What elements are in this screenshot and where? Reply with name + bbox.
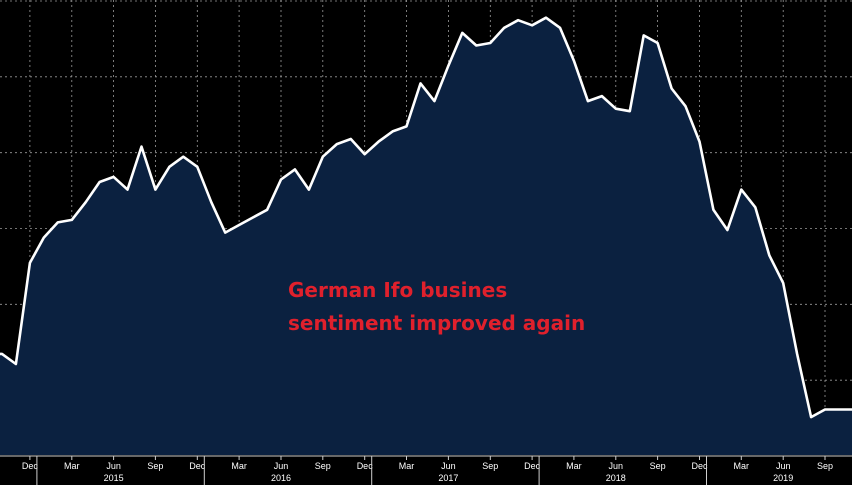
x-year-label: 2017: [438, 473, 458, 483]
x-tick-label: Dec: [357, 461, 374, 471]
x-tick-label: Sep: [482, 461, 498, 471]
x-year-label: 2019: [773, 473, 793, 483]
x-tick-label: Sep: [315, 461, 331, 471]
x-year-label: 2016: [271, 473, 291, 483]
annotation: German Ifo busines sentiment improved ag…: [288, 278, 585, 335]
x-tick-label: Dec: [189, 461, 206, 471]
x-tick-label: Mar: [734, 461, 750, 471]
x-tick-label: Jun: [776, 461, 791, 471]
x-tick-label: Jun: [441, 461, 456, 471]
x-tick-label: Sep: [817, 461, 833, 471]
x-tick-label: Mar: [64, 461, 80, 471]
x-year-label: 2018: [606, 473, 626, 483]
x-tick-label: Dec: [22, 461, 39, 471]
x-axis: Dec Mar Jun Sep Dec Mar Jun Sep Dec Mar Jun Sep Dec M…: [0, 455, 852, 485]
x-tick-label: Jun: [274, 461, 289, 471]
x-tick-label: Mar: [399, 461, 415, 471]
x-tick-label: Sep: [650, 461, 666, 471]
x-year-label: 2015: [104, 473, 124, 483]
x-tick-label: Mar: [231, 461, 247, 471]
annotation-line-2: sentiment improved again: [288, 311, 585, 335]
x-tick-label: Jun: [609, 461, 624, 471]
x-tick-label: Dec: [691, 461, 708, 471]
x-tick-label: Dec: [524, 461, 541, 471]
series-line: [0, 16, 852, 419]
x-tick-label: Mar: [566, 461, 582, 471]
x-tick-label: Sep: [147, 461, 163, 471]
annotation-line-1: German Ifo busines: [288, 278, 507, 302]
x-tick-label: Jun: [106, 461, 121, 471]
series-area: [0, 17, 852, 455]
